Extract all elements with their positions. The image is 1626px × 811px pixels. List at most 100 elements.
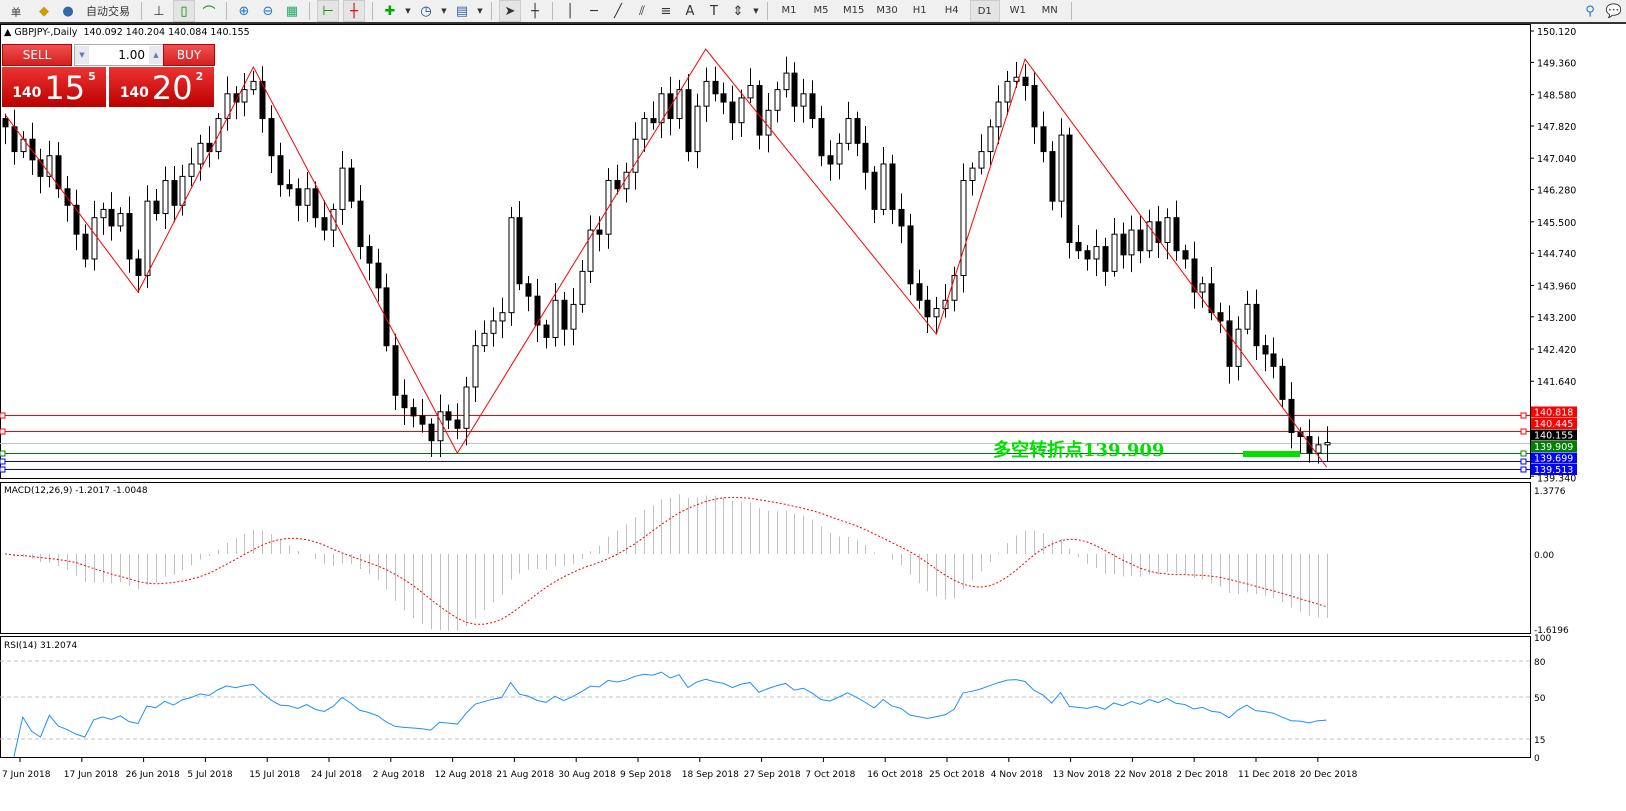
candle-body [862,142,869,173]
text-icon[interactable]: A [685,3,695,19]
candle [490,307,497,347]
candle-body [596,229,603,235]
chat-icon[interactable]: 💬 [1605,3,1623,19]
candle-body [854,118,861,144]
cursor-icon[interactable]: ➤ [499,0,521,22]
candle [20,131,27,158]
dropdown-arrow-icon[interactable]: ▼ [405,7,411,15]
candle-body [756,85,763,136]
candle-body [658,93,665,124]
buy-price-pip: 2 [195,70,204,83]
candle [366,234,373,281]
orders-menu-cut[interactable]: 单 [11,7,21,19]
text-label-icon[interactable]: T [710,3,718,19]
timeframe-w1[interactable]: W1 [1009,4,1026,16]
auto-trading-icon[interactable]: ● [62,3,74,19]
fibonacci-icon[interactable]: ≡ [660,3,672,19]
candle-body [623,171,630,190]
bar-chart-icon[interactable]: ⊥ [153,3,165,19]
candle [579,259,586,313]
timeframe-m1[interactable]: M1 [781,4,797,16]
candle [605,168,612,249]
candle [472,330,479,403]
main-pane [0,24,1531,479]
candle [1262,334,1269,372]
sell-button[interactable]: SELL [2,44,72,66]
candle [1217,302,1224,334]
candle [401,379,408,425]
level-handle-right [1520,428,1527,435]
search-icon[interactable]: ⚲ [1585,3,1595,19]
candle-body [1093,246,1100,260]
candle-body [144,200,151,276]
line-chart-icon[interactable]: ⌒ [202,5,216,21]
autoscroll-icon[interactable]: ┼ [343,0,365,22]
dropdown-arrow-icon[interactable]: ▼ [753,7,759,15]
lot-increase-icon[interactable]: ▲ [149,46,163,64]
candle-body [827,155,834,165]
candle-body [1288,398,1295,433]
lot-value[interactable]: 1.00 [118,48,145,62]
timeframe-h1[interactable]: H1 [912,4,927,16]
candle [224,76,231,131]
candle-body [1208,283,1215,314]
candle-body [1155,221,1162,243]
lot-size-field[interactable]: ▼ 1.00 ▲ [74,44,164,66]
auto-trading-button[interactable]: 自动交易 [86,5,130,18]
indicators-icon[interactable]: ✚ [384,3,396,19]
candle-body [206,142,213,153]
level-price-label: 140.155 [1534,431,1573,442]
candle [312,181,319,228]
buy-button[interactable]: BUY [163,44,215,66]
timeframe-d1[interactable]: D1 [969,0,1000,22]
timeframe-m30[interactable]: M30 [876,4,898,16]
date-axis-label: 26 Jun 2018 [126,770,180,780]
candle-body [1146,221,1153,252]
candle [330,203,337,247]
lot-decrease-icon[interactable]: ▼ [75,46,89,64]
candle-body [516,217,523,285]
equidistant-channel-icon[interactable]: ⫽ [639,3,645,19]
dropdown-arrow-icon[interactable]: ▼ [441,7,447,15]
rsi-label: RSI(14) 31.2074 [4,641,77,651]
sell-price-pip: 5 [88,70,96,83]
sell-price[interactable]: 140 15 5 [2,67,106,107]
tile-windows-icon[interactable]: ▦ [285,3,299,19]
candlestick-icon[interactable]: ▯ [173,0,195,22]
candle-body [117,213,124,227]
candle [791,62,798,123]
zoom-in-icon[interactable]: ⊕ [238,3,250,19]
profiles-icon[interactable]: ◆ [39,3,49,19]
trendline-icon[interactable]: ╱ [614,3,622,19]
price-axis-label: 139.340 [1537,474,1576,485]
candle [171,165,178,223]
horizontal-line-icon[interactable]: ─ [590,3,598,19]
timeframe-m5[interactable]: M5 [813,4,829,16]
timeframe-m15[interactable]: M15 [843,4,865,16]
periods-icon[interactable]: ◷ [420,3,432,19]
candle-body [729,101,736,124]
vertical-line-icon[interactable]: │ [566,3,574,19]
candle-body [676,89,683,120]
candle-body [1270,353,1277,367]
candle-body [1102,246,1109,272]
candle-body [472,345,479,388]
candle [623,162,630,203]
buy-price[interactable]: 140 20 2 [109,67,214,107]
crosshair-icon[interactable]: ┼ [531,3,539,19]
arrows-icon[interactable]: ⇕ [732,3,744,19]
templates-icon[interactable]: ▤ [455,3,469,19]
timeframe-mn[interactable]: MN [1041,4,1058,16]
zoom-out-icon[interactable]: ⊖ [262,3,274,19]
level-price-tag [1531,441,1577,452]
dropdown-arrow-icon[interactable]: ▼ [477,7,483,15]
chart-shift-icon[interactable]: ⊢ [317,0,339,22]
timeframe-h4[interactable]: H4 [944,4,959,16]
candle-body [1111,233,1118,272]
candle-body [1173,217,1180,252]
candle-body [738,97,745,124]
ohlc-values: 140.092 140.204 140.084 140.155 [83,27,250,38]
level-price-label: 139.909 [1534,442,1573,453]
candle [1128,215,1135,273]
